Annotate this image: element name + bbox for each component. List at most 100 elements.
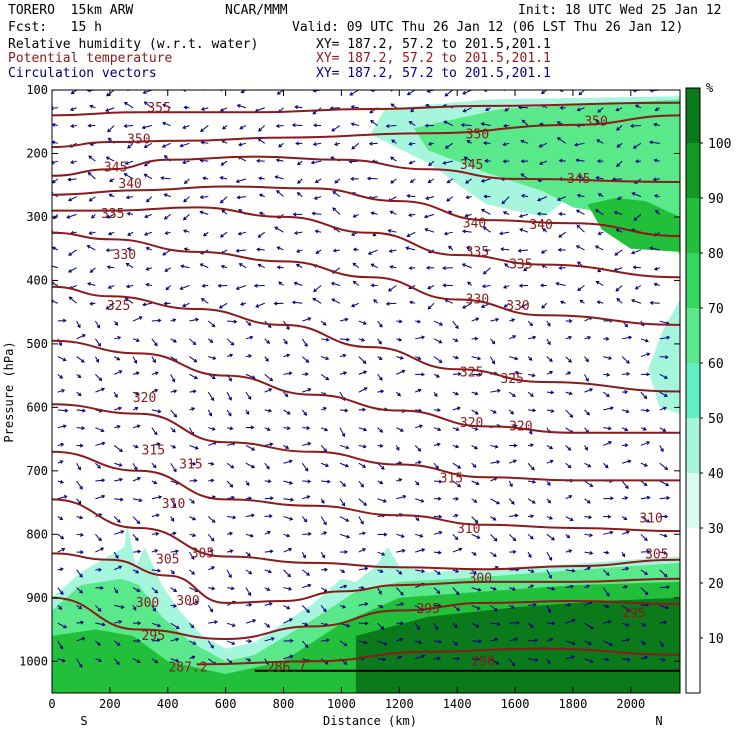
circulation-vector-193 [577, 175, 585, 180]
circulation-vector-950 [546, 586, 556, 591]
circulation-vector-971 [320, 605, 327, 613]
circulation-vector-951 [565, 584, 575, 589]
circulation-vector-579 [396, 391, 401, 397]
circulation-vector-751 [527, 479, 537, 484]
circulation-vector-130 [632, 142, 642, 149]
circulation-vector-222 [501, 196, 510, 205]
theta-label-295-1: 295 [416, 602, 439, 617]
circulation-vector-270 [164, 231, 171, 235]
circulation-vector-820 [584, 515, 593, 520]
circulation-vector-60 [559, 105, 566, 110]
circulation-vector-979 [471, 604, 481, 610]
colorbar: 10 20 30 40 50 60 70 80 90 100% [685, 81, 731, 694]
circulation-vector-492 [622, 335, 633, 340]
circulation-vector-703 [245, 462, 256, 469]
colorbar-frame [685, 87, 701, 694]
circulation-vector-166 [67, 177, 77, 182]
circulation-vector-974 [377, 604, 384, 609]
circulation-vector-373 [235, 285, 247, 291]
circulation-vector-1075 [415, 654, 426, 660]
circulation-vector-922 [640, 569, 648, 575]
circulation-vector-494 [659, 335, 671, 340]
circulation-vector-285 [443, 231, 453, 236]
circulation-vector-512 [377, 356, 383, 360]
circulation-vector-547 [415, 372, 426, 377]
circulation-vector-558 [622, 371, 631, 376]
circulation-vector-380 [370, 283, 378, 288]
circulation-vector-534 [170, 374, 176, 383]
circulation-vector-555 [565, 371, 572, 376]
circulation-vector-908 [377, 569, 384, 573]
circulation-vector-226 [576, 193, 585, 198]
circulation-vector-842 [377, 532, 388, 537]
circulation-vector-823 [640, 516, 651, 523]
circulation-vector-928 [132, 587, 141, 592]
circulation-vector-444 [339, 317, 349, 322]
circulation-vector-449 [433, 320, 444, 326]
circulation-vector-250 [408, 213, 416, 218]
circulation-vector-568 [189, 389, 197, 394]
circulation-vector-81 [331, 125, 341, 132]
circulation-vector-472 [245, 335, 254, 340]
circulation-vector-704 [264, 462, 270, 470]
circulation-vector-414 [385, 301, 397, 306]
theta-label-320-0: 320 [133, 391, 156, 406]
colorbar-unit: % [706, 81, 714, 95]
circulation-vector-707 [320, 462, 330, 468]
circulation-vector-12 [276, 90, 284, 95]
circulation-vector-176 [258, 176, 265, 181]
circulation-vector-899 [208, 566, 215, 571]
circulation-vector-150 [390, 156, 397, 162]
circulation-vector-334 [125, 262, 134, 269]
circulation-vector-726 [57, 479, 64, 484]
circulation-vector-394 [634, 285, 642, 290]
circulation-vector-324 [557, 247, 566, 252]
circulation-vector-742 [358, 480, 364, 488]
circulation-vector-41 [200, 107, 209, 111]
circulation-vector-311 [315, 249, 322, 254]
circulation-vector-540 [283, 371, 293, 376]
circulation-vector-65 [654, 107, 660, 111]
circulation-vector-903 [283, 569, 291, 578]
circulation-vector-930 [170, 587, 178, 592]
circulation-vector-725 [659, 462, 669, 471]
circulation-vector-574 [302, 388, 312, 393]
circulation-vector-588 [565, 391, 573, 396]
circulation-vector-133 [70, 160, 77, 164]
circulation-vector-868 [245, 551, 251, 557]
circulation-vector-764 [151, 495, 163, 500]
circulation-vector-289 [519, 228, 529, 233]
circulation-vector-744 [396, 478, 403, 482]
circulation-vector-721 [584, 462, 592, 468]
circulation-vector-736 [245, 480, 250, 487]
circulation-vector-40 [183, 105, 190, 110]
circulation-vector-151 [408, 160, 416, 165]
circulation-vector-938 [320, 587, 328, 593]
circulation-vector-626 [659, 406, 668, 411]
circulation-vector-1002 [283, 618, 293, 624]
colorbar-label-40: 40 [708, 467, 724, 482]
circulation-vector-126 [556, 137, 566, 144]
circulation-vector-889 [640, 549, 651, 554]
theta-contour-300 [52, 552, 680, 604]
circulation-vector-1020 [621, 622, 630, 627]
circulation-vector-861 [113, 551, 119, 559]
circulation-vector-308 [256, 247, 265, 252]
circulation-vector-705 [283, 459, 293, 464]
circulation-vector-752 [546, 480, 551, 486]
circulation-vector-858 [57, 547, 66, 553]
colorbar-label-100: 100 [708, 137, 731, 152]
circulation-vector-897 [170, 569, 175, 575]
circulation-vector-887 [603, 550, 610, 555]
circulation-vector-712 [415, 460, 422, 465]
theta-contour-345 [52, 155, 680, 183]
circulation-vector-995 [151, 622, 162, 628]
circulation-vector-882 [509, 549, 517, 554]
circulation-vector-378 [330, 281, 341, 286]
circulation-vector-1 [70, 90, 77, 95]
circulation-vector-357 [558, 265, 566, 270]
circulation-vector-1040 [377, 640, 388, 646]
y-tick-label-100: 100 [26, 83, 48, 97]
circulation-vector-648 [452, 427, 460, 431]
circulation-vector-55 [462, 107, 472, 113]
